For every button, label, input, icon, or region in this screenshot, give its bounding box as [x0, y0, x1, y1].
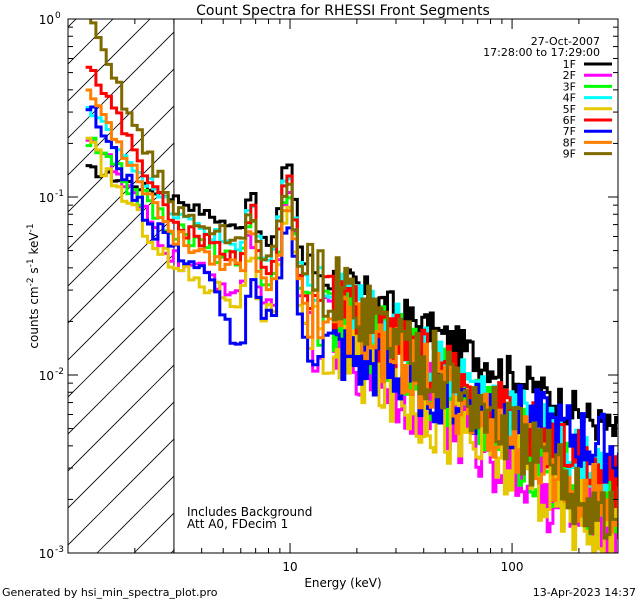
- annotation-attenuator: Att A0, FDecim 1: [187, 517, 288, 531]
- hatch-line: [68, 19, 151, 102]
- hatch-line: [68, 327, 174, 435]
- y-label-exp: -1: [26, 258, 36, 267]
- y-tick-label: 10: [39, 191, 54, 205]
- y-label-part: keV: [27, 232, 41, 259]
- legend-label: 7F: [563, 125, 576, 138]
- footer-generated-by: Generated by hsi_min_spectra_plot.pro: [2, 586, 218, 599]
- series-layer: [85, 19, 618, 553]
- x-tick-label: 10: [282, 560, 297, 574]
- y-tick-label: 10: [39, 13, 54, 27]
- y-tick-exponent: 0: [55, 11, 61, 21]
- legend-date: 27-Oct-2007: [531, 35, 600, 48]
- hatch-line: [68, 364, 174, 472]
- y-tick-exponent: -2: [55, 367, 64, 377]
- legend-label: 6F: [563, 114, 576, 127]
- y-tick-label: 10: [39, 369, 54, 383]
- legend-label: 8F: [563, 136, 576, 149]
- annotation-background: Includes Background: [187, 505, 312, 519]
- y-label-part: counts cm: [27, 286, 41, 348]
- hatch-line: [68, 31, 174, 139]
- hatch-line: [68, 401, 174, 509]
- legend-label: 9F: [563, 148, 576, 161]
- plot-frame: [67, 18, 619, 554]
- shaded-region-hatch: [0, 0, 174, 553]
- series-line-7F: [85, 105, 618, 484]
- series-line-9F: [89, 19, 618, 540]
- y-tick-exponent: -3: [55, 545, 64, 555]
- y-label-exp: -2: [26, 277, 36, 286]
- x-axis-label: Energy (keV): [304, 576, 381, 590]
- y-tick-label: 10: [39, 547, 54, 561]
- legend-label: 4F: [563, 92, 576, 105]
- y-axis-label: counts cm-2 s-1 keV-1: [26, 223, 41, 348]
- hatch-line: [68, 438, 174, 546]
- chart-title: Count Spectra for RHESSI Front Segments: [196, 3, 490, 19]
- y-label-exp: -1: [26, 223, 36, 232]
- hatch-line: [68, 216, 174, 324]
- hatch-line: [68, 179, 174, 287]
- legend-label: 5F: [563, 103, 576, 116]
- hatch-line: [68, 253, 174, 361]
- y-tick-exponent: -1: [55, 189, 64, 199]
- legend-label: 3F: [563, 80, 576, 93]
- legend-label: 1F: [563, 58, 576, 71]
- hatch-line: [68, 142, 174, 250]
- y-label-part: s: [27, 267, 41, 277]
- legend-label: 2F: [563, 69, 576, 82]
- hatch-line: [0, 0, 105, 553]
- footer-timestamp: 13-Apr-2023 14:37: [533, 586, 636, 599]
- legend-time-range: 17:28:00 to 17:29:00: [483, 46, 600, 59]
- x-tick-label: 100: [501, 560, 524, 574]
- hatch-line: [68, 19, 114, 65]
